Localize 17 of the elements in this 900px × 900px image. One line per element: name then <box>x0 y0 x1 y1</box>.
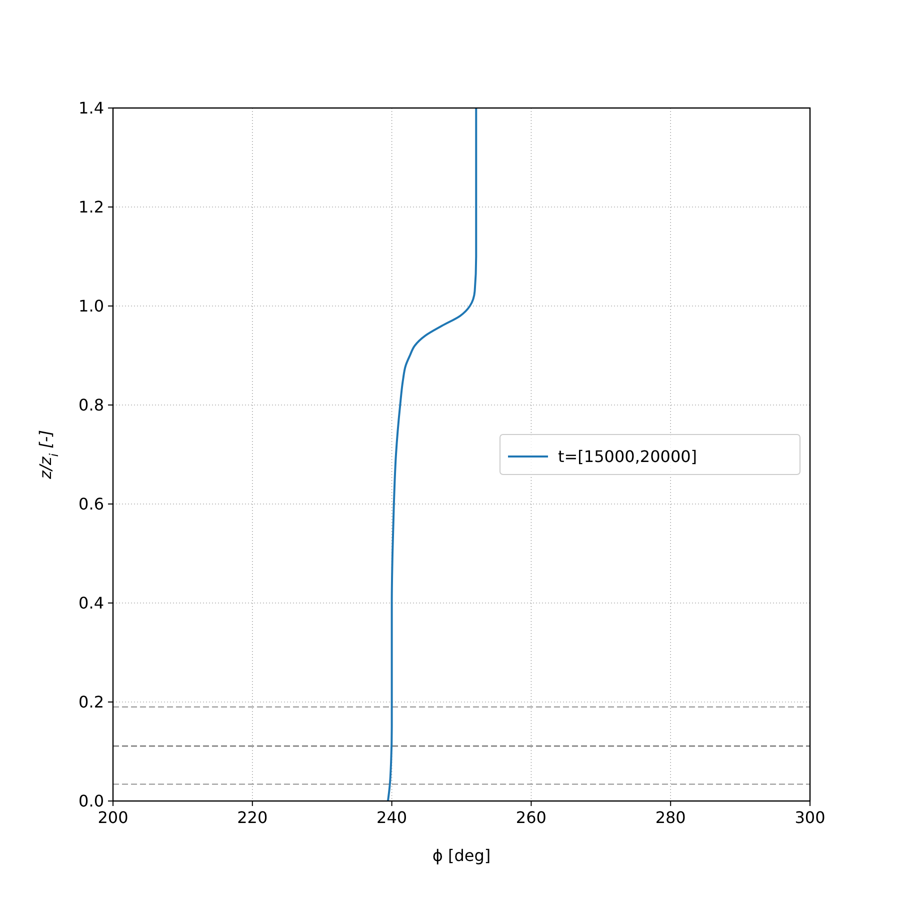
x-tick-label: 200 <box>98 808 128 827</box>
y-tick-label: 1.0 <box>78 296 104 316</box>
line-series <box>386 107 478 802</box>
x-tick-label: 240 <box>376 808 408 827</box>
y-tick-label: 1.2 <box>78 198 104 217</box>
y-tick-label: 0.2 <box>78 692 104 712</box>
x-tick-label: 300 <box>794 808 826 827</box>
x-tick-label: 220 <box>237 808 268 827</box>
x-axis-title: ϕ [deg] <box>432 846 491 865</box>
y-tick-label: 0.6 <box>78 494 104 514</box>
y-tick-label: 1.4 <box>78 98 104 118</box>
y-tick-label: 0.4 <box>78 594 104 613</box>
y-tick-label: 0.8 <box>78 396 104 415</box>
y-tick-label: 0.0 <box>78 792 104 811</box>
x-tick-label: 260 <box>516 808 546 827</box>
x-tick-label: 280 <box>655 808 686 827</box>
legend-label: t=[15000,20000] <box>558 447 698 466</box>
